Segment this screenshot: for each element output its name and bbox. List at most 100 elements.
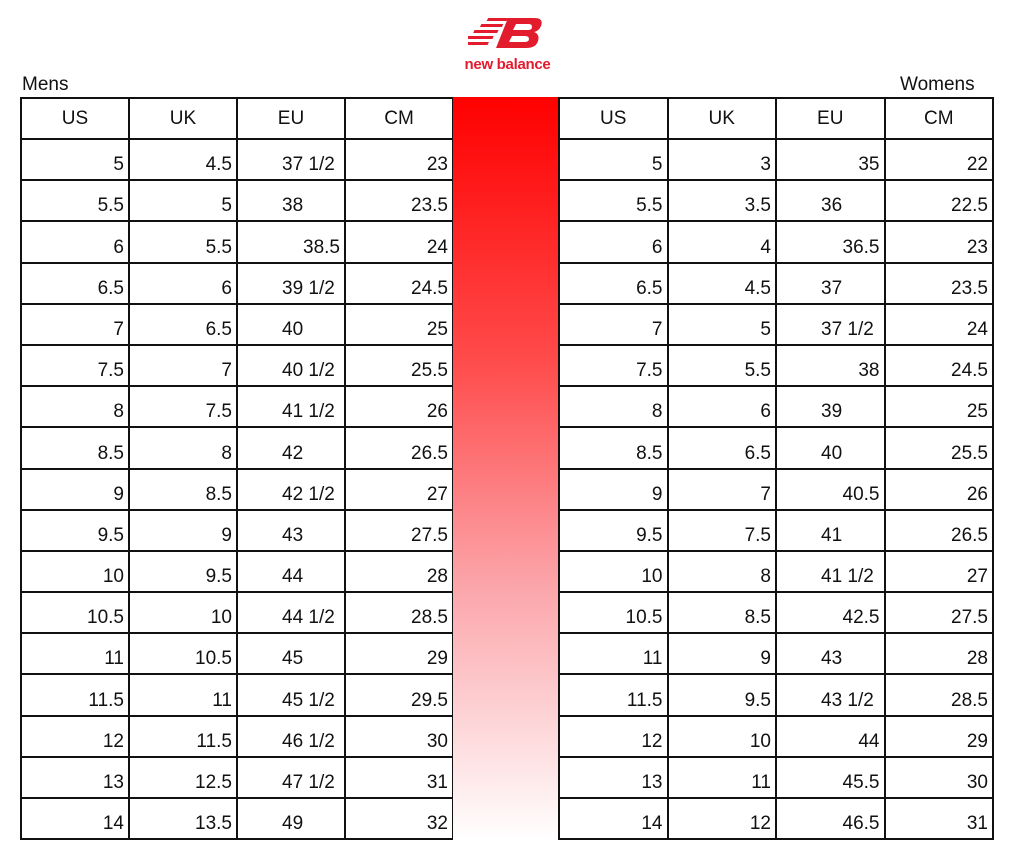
- size-cell-eu: 36: [775, 179, 886, 223]
- size-cell-cm: 27.5: [883, 591, 994, 635]
- size-cell-uk: 10: [128, 591, 238, 635]
- size-cell-eu: 49: [236, 796, 346, 841]
- size-cell-eu: 43: [236, 508, 346, 552]
- size-cell-us: 14: [558, 796, 669, 841]
- size-cell-us: 9.5: [20, 508, 130, 552]
- size-cell-uk: 9.5: [666, 673, 777, 717]
- size-cell-eu: 43: [775, 632, 886, 676]
- womens-size-table: US UK EU CM 5 3 35 22 5.5 3.5 36 22.5 6 4 36.5 23 6.5 4.5…: [558, 97, 994, 841]
- table-row: 8.5 6.5 40 25.5: [558, 426, 994, 470]
- size-cell-eu: 37: [775, 261, 886, 305]
- size-cell-us: 11.5: [20, 673, 130, 717]
- table-row: 11 9 43 28: [558, 632, 994, 676]
- womens-label: Womens: [900, 74, 975, 95]
- size-cell-cm: 29: [883, 714, 994, 758]
- size-cell-cm: 31: [883, 796, 994, 841]
- table-row: 13 11 45.5 30: [558, 755, 994, 800]
- table-row: 14 12 46.5 31: [558, 796, 994, 841]
- table-row: 10 9.5 44 28: [20, 549, 454, 594]
- size-cell-uk: 8: [128, 426, 238, 470]
- size-cell-us: 7.5: [20, 343, 130, 388]
- size-cell-cm: 26: [883, 467, 994, 511]
- size-cell-uk: 6: [128, 261, 238, 305]
- size-cell-eu: 40 1/2: [236, 343, 346, 388]
- size-cell-uk: 5.5: [666, 343, 777, 388]
- size-cell-us: 5.5: [558, 179, 669, 223]
- size-cell-eu: 39 1/2: [236, 261, 346, 305]
- size-cell-uk: 9.5: [128, 549, 238, 594]
- size-cell-eu: 41 1/2: [236, 385, 346, 429]
- size-cell-uk: 3: [666, 137, 777, 182]
- size-cell-uk: 7: [128, 343, 238, 388]
- table-row: 9 8.5 42 1/2 27: [20, 467, 454, 511]
- table-row: 6 4 36.5 23: [558, 220, 994, 264]
- new-balance-logo: [455, 14, 560, 76]
- size-cell-uk: 7: [666, 467, 777, 511]
- size-cell-eu: 43 1/2: [775, 673, 886, 717]
- size-cell-cm: 27: [883, 549, 994, 594]
- size-cell-cm: 23: [344, 137, 454, 182]
- size-cell-cm: 25.5: [883, 426, 994, 470]
- column-header-us: US: [558, 97, 669, 140]
- size-cell-uk: 6.5: [128, 302, 238, 346]
- size-cell-uk: 4.5: [666, 261, 777, 305]
- size-cell-cm: 24: [344, 220, 454, 264]
- size-cell-cm: 28: [883, 632, 994, 676]
- size-cell-cm: 25: [344, 302, 454, 346]
- size-cell-eu: 45 1/2: [236, 673, 346, 717]
- size-cell-us: 6.5: [558, 261, 669, 305]
- size-cell-eu: 38.5: [236, 220, 346, 264]
- size-cell-cm: 23.5: [344, 179, 454, 223]
- size-cell-uk: 11: [128, 673, 238, 717]
- size-cell-eu: 42: [236, 426, 346, 470]
- size-cell-eu: 40: [775, 426, 886, 470]
- size-cell-cm: 23: [883, 220, 994, 264]
- size-cell-us: 5: [20, 137, 130, 182]
- size-cell-cm: 24.5: [883, 343, 994, 388]
- size-cell-cm: 26.5: [883, 508, 994, 552]
- size-cell-us: 6: [558, 220, 669, 264]
- table-row: 7 5 37 1/2 24: [558, 302, 994, 346]
- size-cell-us: 9: [20, 467, 130, 511]
- size-cell-us: 5.5: [20, 179, 130, 223]
- size-cell-us: 6: [20, 220, 130, 264]
- size-cell-uk: 4: [666, 220, 777, 264]
- size-cell-cm: 22.5: [883, 179, 994, 223]
- size-cell-cm: 29: [344, 632, 454, 676]
- table-row: 5.5 5 38 23.5: [20, 179, 454, 223]
- table-row: 11.5 9.5 43 1/2 28.5: [558, 673, 994, 717]
- size-cell-eu: 37 1/2: [236, 137, 346, 182]
- size-cell-uk: 12.5: [128, 755, 238, 800]
- size-cell-cm: 24: [883, 302, 994, 346]
- size-cell-us: 12: [558, 714, 669, 758]
- size-cell-eu: 44 1/2: [236, 591, 346, 635]
- size-cell-uk: 3.5: [666, 179, 777, 223]
- size-cell-us: 9.5: [558, 508, 669, 552]
- size-cell-uk: 10: [666, 714, 777, 758]
- size-cell-us: 13: [20, 755, 130, 800]
- size-cell-us: 10.5: [558, 591, 669, 635]
- size-cell-cm: 22: [883, 137, 994, 182]
- size-cell-uk: 11: [666, 755, 777, 800]
- size-cell-uk: 5: [128, 179, 238, 223]
- size-cell-cm: 26: [344, 385, 454, 429]
- table-row: 7.5 7 40 1/2 25.5: [20, 343, 454, 388]
- size-cell-eu: 42 1/2: [236, 467, 346, 511]
- table-row: 6.5 4.5 37 23.5: [558, 261, 994, 305]
- size-cell-uk: 9: [128, 508, 238, 552]
- size-cell-us: 8.5: [558, 426, 669, 470]
- size-cell-cm: 27: [344, 467, 454, 511]
- size-cell-uk: 9: [666, 632, 777, 676]
- size-cell-cm: 26.5: [344, 426, 454, 470]
- size-cell-uk: 6.5: [666, 426, 777, 470]
- table-row: 13 12.5 47 1/2 31: [20, 755, 454, 800]
- size-cell-uk: 5: [666, 302, 777, 346]
- size-cell-us: 14: [20, 796, 130, 841]
- size-cell-eu: 39: [775, 385, 886, 429]
- table-row: 7 6.5 40 25: [20, 302, 454, 346]
- size-cell-eu: 44: [236, 549, 346, 594]
- size-cell-eu: 46 1/2: [236, 714, 346, 758]
- table-row: 8.5 8 42 26.5: [20, 426, 454, 470]
- size-cell-us: 8: [20, 385, 130, 429]
- table-row: 5.5 3.5 36 22.5: [558, 179, 994, 223]
